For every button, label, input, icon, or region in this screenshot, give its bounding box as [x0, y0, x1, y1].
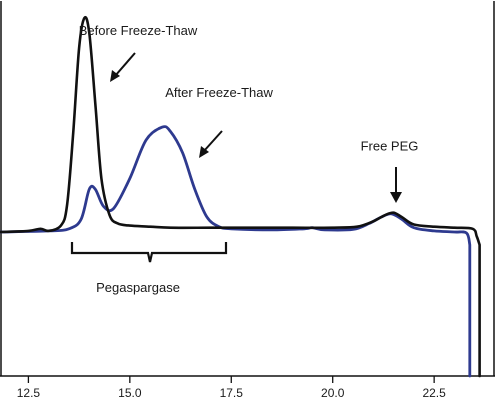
- x-tick-label: 17.5: [220, 386, 244, 400]
- arrow-after-freeze-thaw: [203, 130, 223, 152]
- x-tick-label: 12.5: [17, 386, 41, 400]
- arrowhead-free-peg: [390, 192, 402, 203]
- x-tick-label: 22.5: [422, 386, 446, 400]
- x-tick-label: 20.0: [321, 386, 345, 400]
- x-axis-ticks: [27, 376, 435, 383]
- x-axis-tick-labels: 12.5 15.0 17.5 20.0 22.5: [17, 386, 446, 400]
- annotation-after-freeze-thaw: After Freeze-Thaw: [165, 85, 273, 100]
- x-tick-label: 15.0: [118, 386, 142, 400]
- annotation-pegaspargase: Pegaspargase: [96, 280, 180, 295]
- arrowhead-before-freeze-thaw: [110, 70, 120, 82]
- arrow-before-freeze-thaw: [114, 52, 136, 77]
- pegaspargase-bracket: [70, 242, 228, 263]
- arrowhead-after-freeze-thaw: [199, 146, 209, 158]
- series-line-before: [0, 15, 481, 378]
- annotation-before-freeze-thaw: Before Freeze-Thaw: [79, 23, 198, 38]
- annotation-free-peg: Free PEG: [361, 139, 419, 154]
